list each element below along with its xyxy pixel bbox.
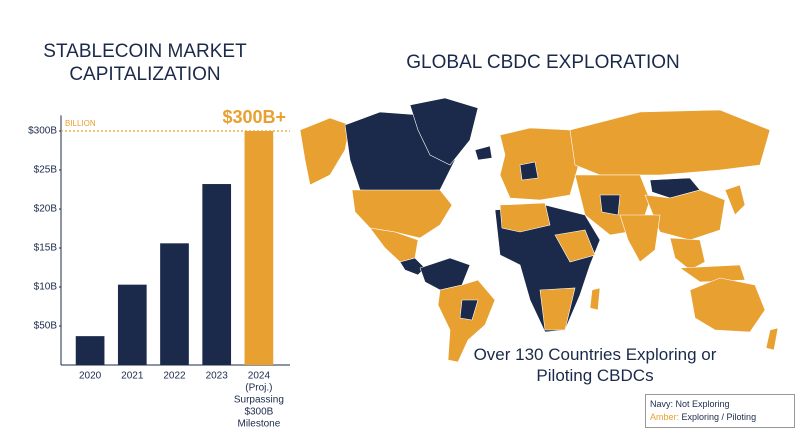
legend-key: Navy:: [650, 399, 674, 409]
y-tick-label: $25B: [34, 165, 58, 176]
chart-title: STABLECOIN MARKET CAPITALIZATION: [43, 41, 247, 85]
iceland: [474, 145, 493, 161]
legend-text: Exploring / Piloting: [681, 412, 757, 422]
y-tick-label: $15B: [34, 243, 58, 254]
x-tick-note: Milestone: [237, 419, 280, 430]
legend-text: Not Exploring: [675, 399, 730, 409]
y-tick-label: $300B: [28, 126, 57, 137]
china: [644, 189, 726, 241]
usa: [351, 189, 453, 239]
bolivia: [459, 299, 479, 321]
bar: [75, 336, 105, 365]
x-tick-label: 2020: [79, 371, 102, 382]
europe: [499, 127, 581, 201]
highlight-label: $300B+: [222, 107, 286, 127]
x-tick-note: $300B: [244, 407, 273, 418]
legend-item: Navy: Not Exploring: [650, 398, 790, 411]
new-zealand: [765, 327, 779, 351]
legend: Navy: Not Exploring Amber: Exploring / P…: [645, 394, 795, 428]
bar: [202, 184, 232, 365]
x-tick-label: 2022: [163, 371, 186, 382]
europe-navy: [519, 161, 539, 181]
x-tick-note: Surpassing: [234, 395, 284, 406]
australia: [689, 277, 766, 333]
map-caption: Over 130 Countries Exploring or Piloting…: [473, 345, 717, 385]
bar: [244, 131, 274, 365]
legend-key: Amber:: [650, 412, 680, 422]
russia: [569, 109, 771, 176]
india: [619, 214, 661, 263]
greenland: [409, 97, 479, 166]
world-map: [299, 97, 779, 363]
y-tick-label: $10B: [34, 282, 58, 293]
iran: [599, 194, 621, 216]
bar: [160, 243, 189, 365]
se-asia: [669, 237, 706, 271]
east-africa: [554, 229, 596, 263]
legend-item: Amber: Exploring / Piloting: [650, 411, 790, 424]
south-america: [437, 279, 496, 363]
reference-label: BILLION: [65, 119, 96, 128]
southern-africa: [539, 287, 576, 331]
map-title: GLOBAL CBDC EXPLORATION: [406, 52, 680, 73]
x-tick-label: 2023: [206, 371, 229, 382]
bar: [117, 284, 147, 365]
madagascar: [589, 287, 601, 311]
x-tick-note: (Proj.): [245, 383, 272, 394]
y-tick-label: $20B: [34, 204, 58, 215]
north-africa: [499, 202, 551, 233]
x-tick-label: 2024: [248, 371, 271, 382]
x-tick-label: 2021: [121, 371, 144, 382]
alaska: [299, 117, 351, 186]
indonesia: [679, 264, 746, 283]
y-tick-label: $50B: [34, 321, 58, 332]
japan: [724, 184, 746, 216]
